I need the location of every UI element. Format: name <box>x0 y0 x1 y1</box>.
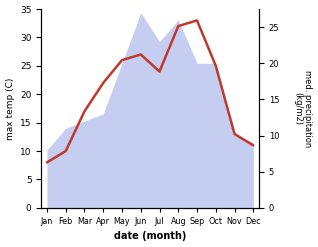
Y-axis label: med. precipitation
(kg/m2): med. precipitation (kg/m2) <box>293 70 313 147</box>
Y-axis label: max temp (C): max temp (C) <box>5 77 15 140</box>
X-axis label: date (month): date (month) <box>114 231 186 242</box>
